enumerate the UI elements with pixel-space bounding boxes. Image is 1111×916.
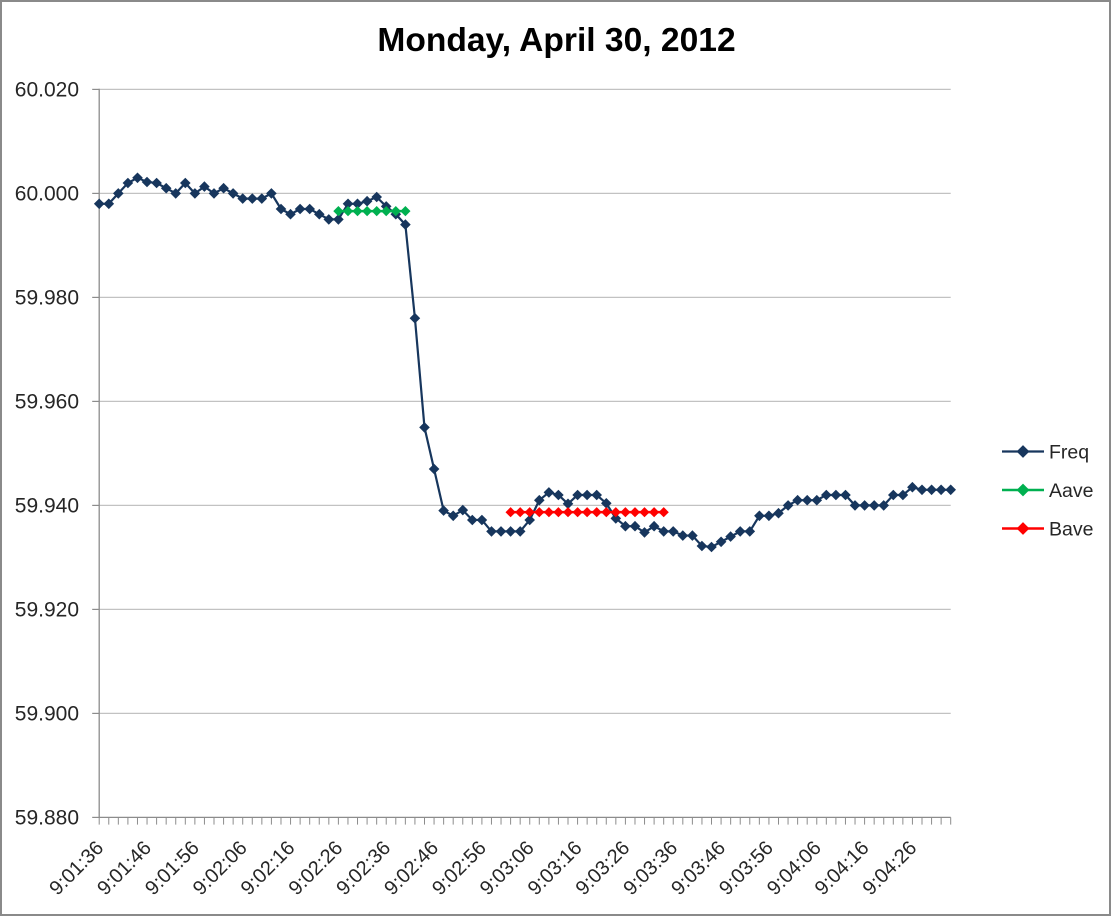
svg-text:Aave: Aave: [1049, 480, 1093, 502]
svg-text:60.000: 60.000: [15, 182, 79, 205]
svg-text:Monday, April 30, 2012: Monday, April 30, 2012: [377, 22, 735, 59]
svg-text:Freq: Freq: [1049, 441, 1089, 463]
svg-text:59.940: 59.940: [15, 494, 79, 517]
svg-text:Bave: Bave: [1049, 518, 1093, 540]
svg-text:59.880: 59.880: [15, 806, 79, 829]
svg-text:59.900: 59.900: [15, 702, 79, 725]
svg-text:59.960: 59.960: [15, 390, 79, 413]
svg-text:60.020: 60.020: [15, 78, 79, 101]
svg-text:59.920: 59.920: [15, 598, 79, 621]
svg-text:59.980: 59.980: [15, 286, 79, 309]
